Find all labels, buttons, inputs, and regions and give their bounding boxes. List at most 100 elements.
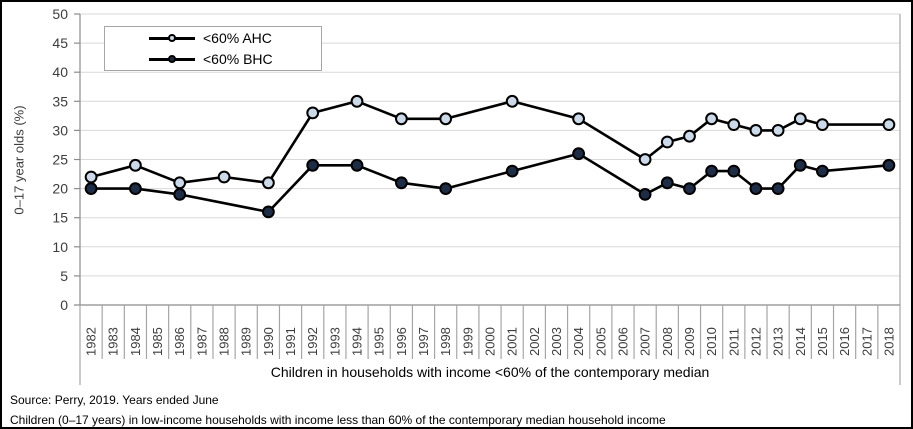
data-point	[705, 112, 718, 126]
data-point	[793, 158, 807, 172]
data-point	[705, 164, 718, 178]
svg-text:20: 20	[52, 181, 68, 197]
svg-text:35: 35	[52, 93, 68, 109]
data-point	[660, 176, 674, 190]
year-label: 1988	[217, 327, 232, 356]
legend-label-bhc: <60% BHC	[203, 51, 273, 67]
svg-text:50: 50	[52, 6, 68, 22]
year-label: 2001	[505, 327, 520, 356]
x-axis-title: Children in households with income <60% …	[270, 364, 710, 380]
data-point	[793, 112, 807, 126]
data-point	[395, 176, 408, 190]
ahc-marker-icon	[168, 34, 176, 42]
y-axis-labels: 0 5 10 15 20 25 30 35 40 45 50	[52, 6, 68, 313]
year-label: 1993	[327, 327, 342, 356]
data-point	[439, 112, 453, 126]
data-point	[128, 182, 142, 196]
year-label: 1999	[460, 327, 475, 356]
year-label: 2006	[615, 327, 630, 356]
data-point	[350, 94, 364, 108]
legend-item-bhc: <60% BHC	[149, 51, 321, 68]
data-point	[572, 112, 585, 126]
year-label: 2018	[881, 327, 896, 356]
data-point	[727, 118, 741, 131]
data-point	[816, 164, 829, 178]
year-label: 1991	[283, 327, 298, 356]
year-label: 2005	[593, 327, 608, 356]
ahc-line-sample	[149, 34, 195, 42]
data-point	[749, 123, 763, 137]
data-point	[660, 135, 674, 149]
data-point	[350, 158, 364, 172]
data-point	[771, 123, 785, 137]
data-point	[84, 170, 98, 184]
year-label: 2007	[638, 327, 653, 356]
data-point	[882, 158, 896, 172]
gridlines	[80, 13, 900, 277]
year-label: 1983	[106, 327, 121, 356]
svg-text:5: 5	[60, 268, 68, 284]
svg-text:15: 15	[52, 210, 68, 226]
year-label: 1990	[261, 327, 276, 356]
bhc-line-sample	[149, 55, 195, 63]
year-label: 2015	[815, 327, 830, 356]
series-line	[90, 100, 889, 185]
year-label: 2004	[571, 327, 586, 356]
bhc-marker-icon	[168, 55, 176, 63]
data-point	[439, 182, 453, 196]
year-label: 1987	[194, 327, 209, 356]
data-point	[505, 94, 519, 108]
x-axis-labels: 1982 1983 1984 1985 1986 1987 1988 1989 1990 1991…	[84, 327, 897, 356]
year-label: 1995	[372, 327, 387, 356]
svg-text:45: 45	[52, 35, 68, 51]
x-label-separators	[79, 305, 901, 385]
data-point	[395, 112, 408, 126]
legend-item-ahc: <60% AHC	[149, 30, 321, 47]
year-label: 2000	[483, 327, 498, 356]
data-point	[505, 164, 519, 178]
data-point	[638, 153, 652, 166]
svg-text:0: 0	[60, 297, 68, 313]
year-label: 1994	[350, 327, 365, 356]
data-point	[128, 158, 142, 172]
year-label: 2017	[859, 327, 874, 356]
year-label: 1985	[150, 327, 165, 356]
year-label: 1982	[84, 327, 99, 356]
data-point	[173, 188, 187, 201]
data-point	[306, 106, 320, 120]
series-ahc	[84, 94, 896, 190]
year-label: 2012	[748, 327, 763, 356]
year-label: 1986	[172, 327, 187, 356]
year-label: 2002	[527, 327, 542, 356]
legend-label-ahc: <60% AHC	[203, 30, 272, 46]
year-label: 1992	[305, 327, 320, 356]
year-label: 1997	[416, 327, 431, 356]
series-bhc	[84, 147, 896, 219]
year-label: 1998	[438, 327, 453, 356]
data-point	[173, 176, 187, 190]
legend: <60% AHC <60% BHC	[104, 26, 322, 71]
svg-text:40: 40	[52, 64, 68, 80]
source-note: Source: Perry, 2019. Years ended June	[10, 393, 219, 407]
svg-text:30: 30	[52, 122, 68, 138]
year-label: 2013	[771, 327, 786, 356]
data-point	[262, 205, 275, 219]
data-point	[727, 164, 741, 178]
y-axis-title: 0–17 year olds (%)	[11, 105, 27, 215]
year-label: 2009	[682, 327, 697, 356]
data-point	[84, 182, 98, 196]
year-label: 2003	[549, 327, 564, 356]
year-label: 1989	[239, 327, 254, 356]
data-point	[262, 176, 275, 190]
year-label: 1984	[128, 327, 143, 356]
svg-text:10: 10	[52, 239, 68, 255]
data-point	[882, 118, 896, 131]
data-point	[683, 129, 696, 143]
data-point	[683, 182, 696, 196]
year-label: 2010	[704, 327, 719, 356]
series-line	[91, 152, 890, 214]
description-note: Children (0–17 years) in low-income hous…	[10, 413, 666, 427]
data-point	[638, 188, 652, 201]
